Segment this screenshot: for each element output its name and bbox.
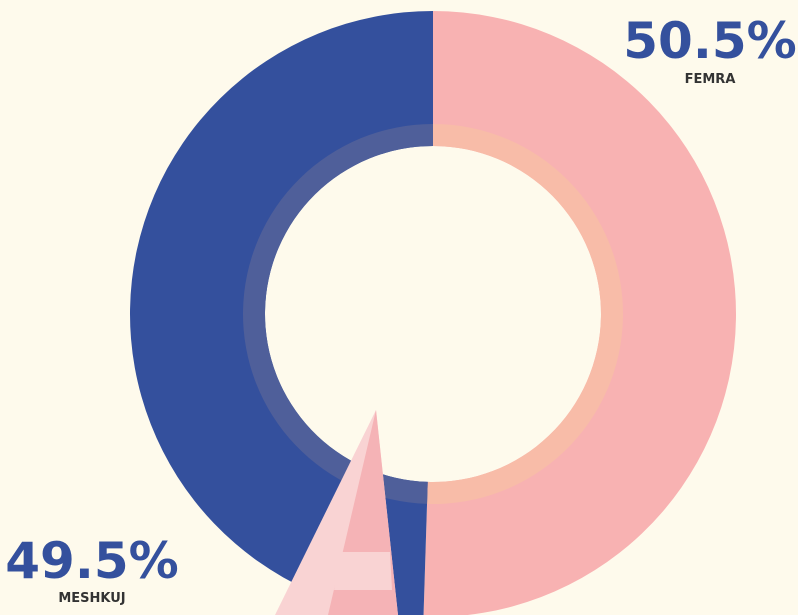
decoration [275, 410, 398, 615]
category-label: MESHKUJ [58, 591, 125, 606]
decor-band [334, 552, 392, 590]
inner-band [427, 124, 623, 504]
value-label: 49.5% [5, 532, 178, 590]
wedge [423, 11, 737, 615]
value-label: 50.5% [623, 12, 796, 70]
inner-band [242, 124, 433, 504]
category-label: FEMRA [685, 72, 736, 87]
